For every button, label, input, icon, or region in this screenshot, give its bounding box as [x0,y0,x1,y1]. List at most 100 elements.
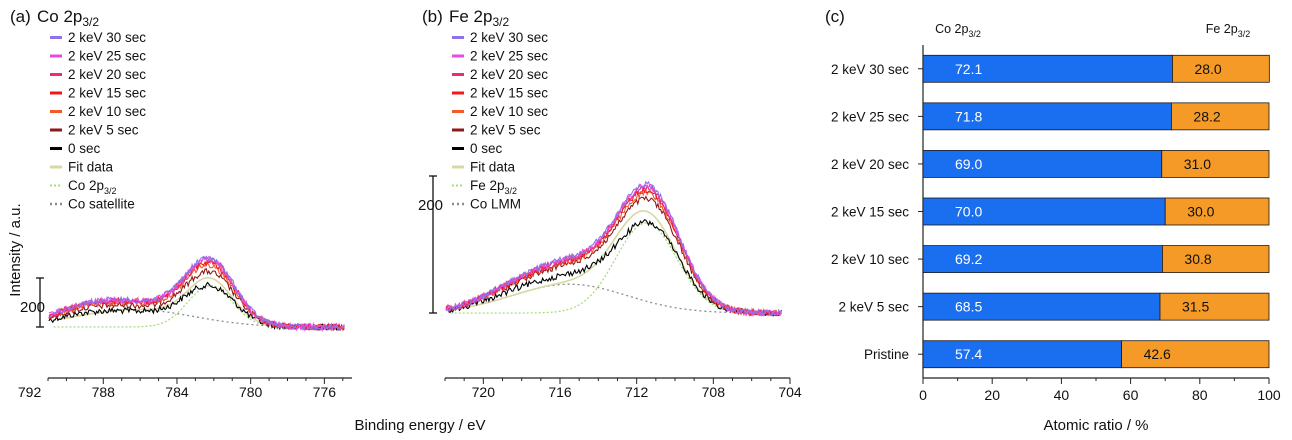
x-tick-label: 80 [1192,387,1208,403]
bar-fe [1162,245,1270,273]
panel-label: (c) [825,7,845,26]
x-axis-label: Atomic ratio / % [1043,417,1148,434]
category-label: Pristine [864,347,909,362]
category-label: 2 keV 25 sec [831,109,909,124]
bar-fe [1121,340,1270,369]
component-curve [53,284,343,328]
legend-entry: 2 keV 15 sec [68,86,146,101]
bar-value-co: 57.4 [955,346,982,362]
subscript: 3/2 [505,186,518,196]
x-tick-label: 776 [313,384,337,400]
bar-value-co: 69.2 [955,251,982,267]
bar-value-fe: 28.2 [1193,108,1220,124]
legend-entry: 2 keV 15 sec [470,86,548,101]
component-curve [450,222,781,314]
x-axis-label: Binding energy / eV [355,417,486,434]
bar-co [922,197,1166,226]
legend-entry: 0 sec [470,141,503,156]
legend-entry: Fit data [68,160,114,175]
bar-fe [1172,54,1270,83]
bar-fe [1159,292,1270,321]
category-label: 2 keV 10 sec [831,252,909,267]
category-label: 2 keV 20 sec [831,157,909,172]
legend-entry: 2 keV 20 sec [68,67,146,82]
spectrum-0-sec [445,219,782,317]
panel-a-co-spectrum: 792 788 784 780 776 (a) Co 2p3/2 200 2 keV 30 s… [10,7,352,400]
series-header-co: Co 2p3/2 [935,22,981,39]
bar-value-co: 68.5 [955,299,982,315]
bar-co [922,245,1163,273]
subscript: 3/2 [82,15,99,29]
bar-value-fe: 31.5 [1182,299,1209,315]
bar-value-fe: 28.0 [1194,61,1221,77]
bar-value-fe: 31.0 [1184,156,1211,172]
subscript: 3/2 [104,186,117,196]
legend-entry: 0 sec [68,141,101,156]
spectrum-2-kev-30-sec [445,180,782,318]
x-tick-label: 784 [165,384,189,400]
bar-co [922,102,1172,131]
bar-value-fe: 42.6 [1144,346,1171,362]
scale-bar-label: 200 [418,197,443,214]
legend-entry: 2 keV 10 sec [68,104,146,119]
legend-entry: 2 keV 10 sec [470,104,548,119]
legend-entry: 2 keV 25 sec [470,49,548,64]
subscript: 3/2 [1238,29,1251,39]
bar-fe [1164,197,1270,226]
x-tick-label: 708 [702,384,726,400]
legend-entry: Co LMM [470,197,521,212]
x-tick-label: 40 [1054,387,1070,403]
legend-entry: 2 keV 20 sec [470,67,548,82]
spectrum-0-sec [48,281,345,332]
panel-label: (b) [422,7,443,26]
legend-entry: 2 keV 5 sec [470,123,541,138]
category-label: 2 keV 30 sec [831,62,909,77]
x-tick-label: 60 [1123,387,1139,403]
legend-entry: Fe 2p3/2 [470,178,517,196]
x-tick-label: 100 [1257,387,1281,403]
legend-entry: 2 keV 5 sec [68,123,139,138]
spectrum-2-kev-5-sec [445,195,782,317]
x-tick-label: 720 [472,384,496,400]
fit-data-curve [454,210,781,314]
subscript: 3/2 [492,15,509,29]
panel-b-fe-spectrum: 720 716 712 708 704 (b) Fe 2p3/2 200 2 keV 30 s… [418,7,802,400]
spectrum-2-kev-30-sec [48,255,345,332]
y-axis-label: Intensity / a.u. [7,203,24,296]
x-tick-label: 788 [92,384,116,400]
bar-value-fe: 30.8 [1184,251,1211,267]
x-tick-label: 712 [625,384,649,400]
satellite-curve [53,308,343,328]
spectrum-2-kev-5-sec [48,268,345,332]
bar-fe [1171,102,1270,131]
legend-entry: 2 keV 30 sec [470,30,548,45]
x-tick-label: 780 [239,384,263,400]
spectrum-2-kev-15-sec [445,186,782,317]
x-tick-label: 704 [778,384,802,400]
panel-label: (a) [10,7,31,26]
bar-co [922,54,1173,83]
legend-entry: Co satellite [68,197,135,212]
bar-fe [1161,150,1270,178]
bar-value-co: 71.8 [955,108,982,124]
legend-entry: Fit data [470,160,516,175]
bar-value-fe: 30.0 [1187,204,1214,220]
category-label: 2 keV 15 sec [831,205,909,220]
spectrum-2-kev-10-sec [48,260,345,332]
panel-title: Fe 2p3/2 [449,7,509,29]
x-tick-label: 792 [18,384,42,400]
legend-entry: Co 2p3/2 [68,178,117,196]
legend-entry: 2 keV 25 sec [68,49,146,64]
x-tick-label: 716 [548,384,572,400]
bar-value-co: 70.0 [955,204,982,220]
scale-bar-label: 200 [20,299,45,316]
panel-c-atomic-ratio-bars: (c) Co 2p3/2 Fe 2p3/2 72.1 28.0 2 keV 30 sec 7… [825,7,1281,434]
series-header-fe: Fe 2p3/2 [1206,22,1250,39]
panel-title: Co 2p3/2 [37,7,99,29]
legend-entry: 2 keV 30 sec [68,30,146,45]
category-label: 2 keV 5 sec [838,300,909,315]
x-tick-label: 0 [919,387,927,403]
bar-value-co: 69.0 [955,156,982,172]
subscript: 3/2 [968,29,981,39]
